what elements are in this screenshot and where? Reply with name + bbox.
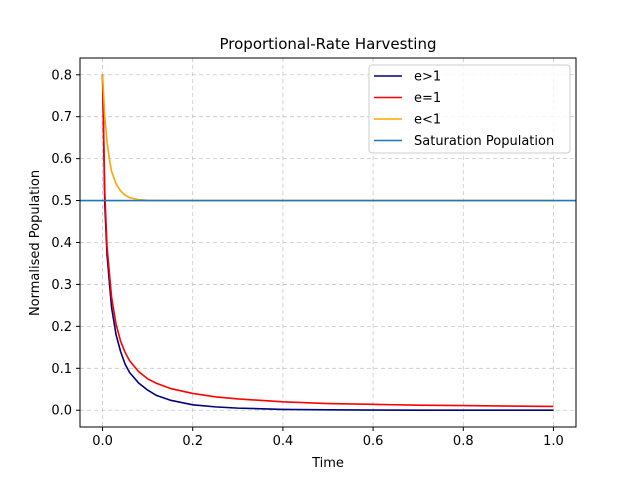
x-tick-label: 0.0 — [92, 434, 113, 449]
y-tick-label: 0.8 — [51, 68, 72, 83]
legend-label-saturation-population: Saturation Population — [414, 134, 554, 149]
y-tick-label: 0.6 — [51, 152, 72, 167]
y-tick-label: 0.5 — [51, 194, 72, 209]
x-tick-label: 1.0 — [543, 434, 564, 449]
chart-title: Proportional-Rate Harvesting — [220, 35, 437, 53]
axis-ticks: 0.0 0.2 0.4 0.6 0.8 1.0 0.0 0.1 0.2 0.3 0.4 0.5 0.6 0… — [51, 68, 563, 449]
x-tick-label: 0.4 — [273, 434, 294, 449]
x-tick-label: 0.8 — [453, 434, 474, 449]
series-line-e-eq-1 — [101, 74, 554, 408]
x-tick-label: 0.2 — [182, 434, 203, 449]
y-axis-label: Normalised Population — [28, 170, 43, 316]
x-tick-label: 0.6 — [363, 434, 384, 449]
y-tick-label: 0.7 — [51, 110, 72, 125]
legend-label-e-gt-1: e>1 — [414, 70, 441, 85]
legend: e>1 e=1 e<1 Saturation Population — [368, 64, 571, 154]
legend-label-e-lt-1: e<1 — [414, 113, 441, 128]
y-tick-label: 0.2 — [51, 320, 72, 335]
y-tick-label: 0.3 — [51, 278, 72, 293]
y-tick-label: 0.4 — [51, 236, 72, 251]
legend-box — [368, 64, 571, 154]
x-axis-label: Time — [311, 456, 344, 471]
y-tick-label: 0.1 — [51, 362, 72, 377]
plot-series — [80, 74, 576, 412]
y-tick-label: 0.0 — [51, 404, 72, 419]
legend-label-e-eq-1: e=1 — [414, 91, 441, 106]
series-line-e-gt-1 — [101, 74, 554, 412]
